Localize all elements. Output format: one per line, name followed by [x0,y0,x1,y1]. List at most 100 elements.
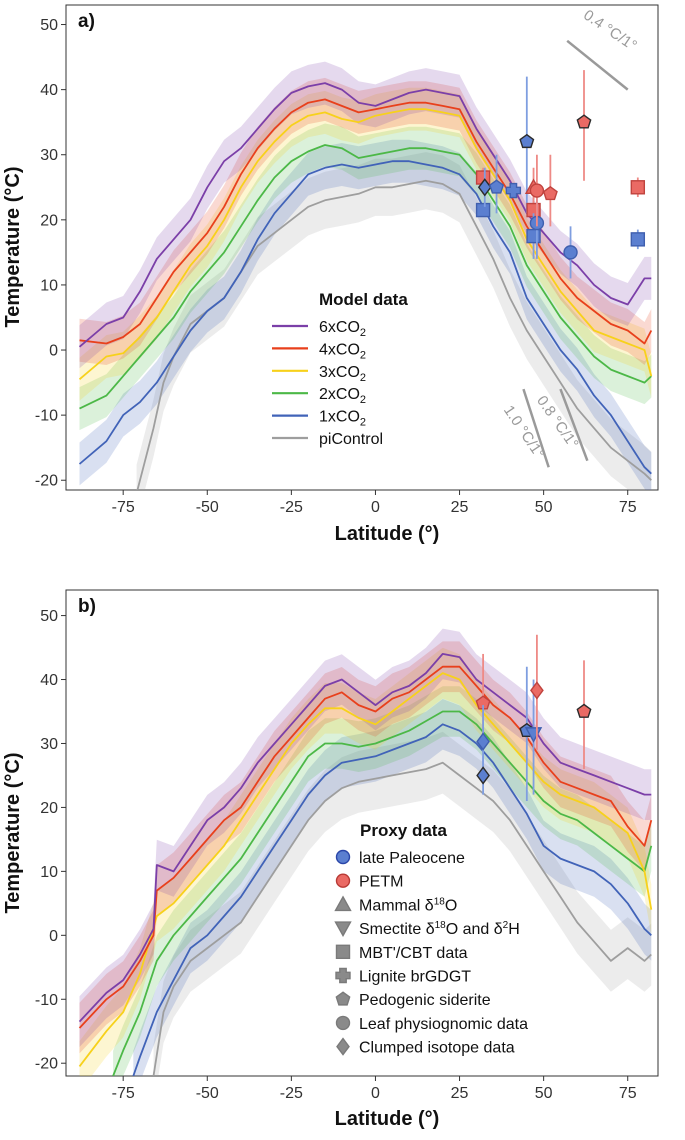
panel-a-band-2xco2 [79,123,652,431]
panel-a-legend-label: 3xCO2 [319,364,366,384]
panel-b-legend-label: Leaf physiognomic data [359,1016,528,1033]
panel-b-y-tick-label: 0 [49,928,58,945]
panel-a-x-tick-label: 75 [619,499,637,516]
panel-b-x-tick-label: -25 [280,1085,303,1102]
panel-b-y-tick-label: 20 [40,800,58,817]
panel-b-legend-symbol-circle-red [335,873,351,888]
panel-a-legend-label: 4xCO2 [319,341,366,361]
panel-b-band-2xco2 [113,686,652,1076]
panel-b-legend-title: Proxy data [360,821,447,840]
panel-a-rate-line [566,39,629,91]
panel-b-x-tick-label: -75 [112,1085,135,1102]
panel-a-y-tick-label: 10 [40,277,58,294]
panel-b-lines [78,653,653,1076]
panel-b-legend-symbol-pentagon [335,991,351,1006]
panel-b-legend-symbol-cross [335,967,351,984]
panel-b-x-tick-label: 0 [371,1085,380,1102]
panel-a-y-tick-label: -20 [35,473,58,490]
panel-b-line-picontrol [152,761,652,1076]
panel-b-line-3xco2 [78,672,653,1067]
panel-b-y-axis-title: Temperature (°C) [2,753,24,914]
panel-a-rate-line [522,388,550,468]
panel-a-proxy-square [630,232,646,247]
panel-b-legend-symbol-triangle-down [334,921,352,938]
panel-a-x-tick-label: -25 [280,499,303,516]
panel-a-band-picontrol [136,152,652,490]
panel-a-proxy-pentagon [542,185,558,201]
panel-b-axes: -75 -50 -25 0 25 50 75 -20 -10 0 10 20 30 40 50 [35,608,637,1102]
panel-b-y-tick-label: 30 [40,736,58,753]
panel-b-y-tick-label: 50 [40,608,58,625]
panel-b-label: b) [78,596,96,617]
panel-b-legend-label: late Paleocene [359,850,465,867]
panel-b-proxies [475,634,592,802]
panel-b-proxy-diamond [530,681,544,700]
panel-b-legend-symbol-circle-grey [335,1015,351,1031]
panel-a-axes: -75 -50 -25 0 25 50 75 -20 -10 0 10 20 30 40 50 [35,17,637,516]
panel-b-x-axis-title: Latitude (°) [335,1108,440,1130]
panel-a-legend-label: 1xCO2 [319,409,366,429]
panel-b-plot-area [65,589,659,1077]
panel-b-legend-symbol-triangle [334,895,352,912]
panel-a-lines [78,82,653,490]
panel-b-proxy-diamond [476,766,490,785]
panel-a: 0.4 °C/1°1.0 °C/1°0.8 °C/1° -75 -50 -25 0 25… [2,4,659,545]
panel-b-legend-label: Lignite brGDGT [359,969,471,986]
panel-a-plot-area [65,4,659,491]
panel-a-legend-label: piControl [319,431,383,448]
panel-b-band-1xco2 [133,699,652,1076]
panel-b-legend-symbol-circle-blue [335,849,351,865]
panel-b-x-tick-label: 50 [535,1085,553,1102]
panel-b-y-tick-label: -10 [35,992,58,1009]
panel-b-line-6xco2 [78,653,652,1023]
panel-b-band-3xco2 [79,647,652,1076]
panel-a-x-tick-label: -50 [196,499,219,516]
panel-a-proxy-circle [529,183,545,198]
panel-a-y-tick-label: 50 [40,17,58,34]
panel-a-proxy-pentagon [489,179,505,194]
panel-b-proxy-pentagon [576,703,592,718]
panel-a-proxy-diamond [477,178,492,197]
panel-a-proxy-pentagon [576,114,592,129]
panel-a-legend-label: 2xCO2 [319,386,366,406]
panel-b-legend-label: Smectite δ18O and δ2H [359,920,520,938]
panel-a-x-tick-label: 25 [451,499,469,516]
panel-a-proxy-cross [505,182,522,199]
panel-b-line-2xco2 [112,710,653,1076]
panel-a-y-axis-title: Temperature (°C) [2,167,24,328]
panel-a-proxy-pentagon [519,133,535,149]
panel-b-legend-symbol-square [335,944,351,959]
panel-b: -75 -50 -25 0 25 50 75 -20 -10 0 10 20 30 40 50 b) Lat… [2,589,659,1130]
panel-a-y-tick-label: 20 [40,212,58,229]
panel-b-legend-label: MBT'/CBT data [359,945,468,962]
panel-b-x-tick-label: 75 [619,1085,637,1102]
panel-a-legend-label: 6xCO2 [319,319,366,339]
panel-a-proxy-circle [563,245,578,260]
panel-a-x-tick-label: 0 [371,499,380,516]
panel-a-legend-title: Model data [319,290,408,309]
panel-b-legend-label: Clumped isotope data [359,1040,515,1057]
panel-a-proxy-square [630,180,646,195]
panel-b-legend-label: Pedogenic siderite [359,992,491,1009]
panel-a-proxies [475,70,646,279]
panel-a-rate-line [559,388,589,462]
panel-a-line-4xco2 [79,98,653,345]
panel-a-line-2xco2 [79,144,652,410]
panel-b-y-tick-label: -20 [35,1056,58,1073]
panel-b-band-6xco2 [79,628,652,1047]
panel-a-line-3xco2 [78,108,653,380]
panel-b-line-4xco2 [78,665,653,1029]
panel-b-legend-symbol-diamond [336,1037,350,1056]
panel-b-legend-label: Mammal δ18O [359,896,457,914]
panel-a-y-tick-label: 40 [40,82,58,99]
panel-b-y-tick-label: 10 [40,864,58,881]
panel-a-proxy-square [526,228,541,244]
panel-b-line-1xco2 [132,723,652,1076]
panel-b-band-picontrol [153,731,652,1076]
panel-a-label: a) [78,11,95,32]
panel-b-bands [79,628,652,1076]
panel-a-proxy-square [475,202,491,218]
